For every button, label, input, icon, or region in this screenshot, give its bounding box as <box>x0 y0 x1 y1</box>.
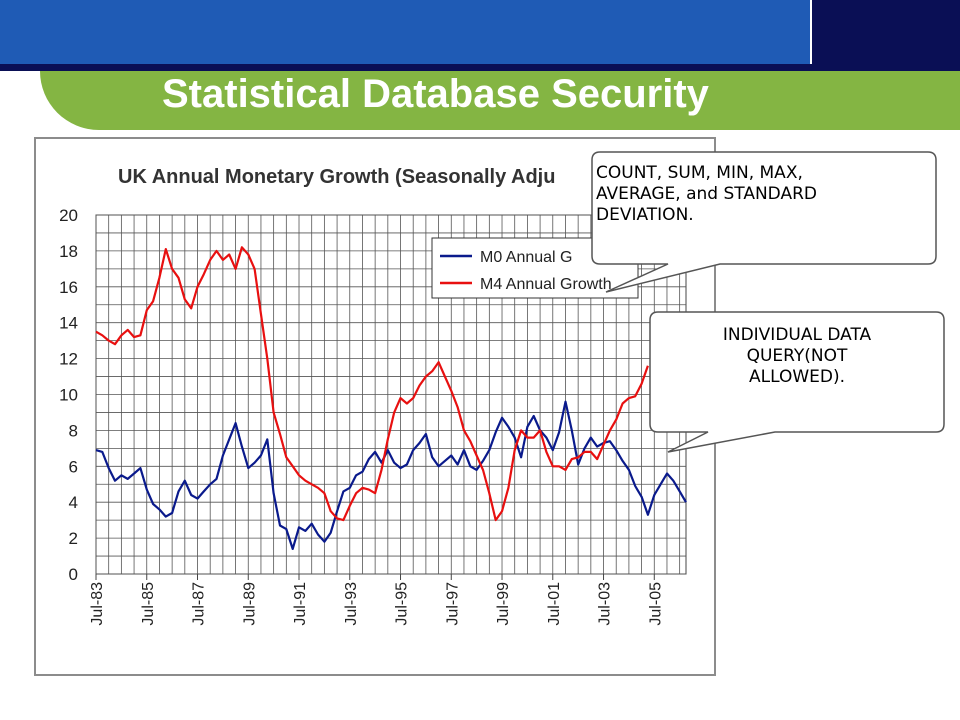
y-tick-label: 18 <box>59 242 78 261</box>
x-tick-label: Jul-99 <box>495 582 512 626</box>
x-tick-label: Jul-93 <box>343 582 360 626</box>
callout-bubble-2 <box>649 311 945 453</box>
callout-line: INDIVIDUAL DATA <box>722 325 872 345</box>
x-tick-label: Jul-03 <box>597 582 614 626</box>
y-tick-label: 12 <box>59 350 78 369</box>
series-line <box>95 400 687 550</box>
callout-line: COUNT, SUM, MIN, MAX, <box>596 163 803 183</box>
y-tick-label: 4 <box>69 493 78 512</box>
legend-label: M0 Annual G <box>480 249 573 266</box>
x-tick-label: Jul-05 <box>647 582 664 626</box>
x-tick-label: Jul-89 <box>241 582 258 626</box>
callout-line: DEVIATION. <box>596 205 694 225</box>
x-tick-label: Jul-87 <box>191 582 208 626</box>
x-tick-label: Jul-97 <box>444 582 461 626</box>
y-tick-label: 10 <box>59 386 78 405</box>
individual-query-callout: INDIVIDUAL DATA QUERY(NOT ALLOWED). <box>662 325 932 388</box>
y-tick-label: 16 <box>59 278 78 297</box>
series-line <box>95 246 649 522</box>
callout-line: ALLOWED). <box>748 367 846 387</box>
legend-label: M4 Annual Growth <box>480 276 612 293</box>
title-band <box>40 71 960 130</box>
chart-axes: 0 2 4 6 8 10 12 14 16 18 20 Jul-83 Jul-85 Jul-87 Jul-8… <box>59 206 664 626</box>
chart-title: UK Annual Monetary Growth (Seasonally Ad… <box>118 166 555 188</box>
y-tick-label: 6 <box>69 457 78 476</box>
page-title: Statistical Database Security <box>162 72 709 116</box>
chart-series <box>95 246 687 550</box>
callout-shapes <box>591 151 945 453</box>
y-tick-label: 20 <box>59 206 78 225</box>
header-divider <box>0 64 960 71</box>
y-tick-label: 2 <box>69 529 78 548</box>
callout-line: AVERAGE, and STANDARD <box>596 184 817 204</box>
callout-line: QUERY(NOT <box>746 346 848 366</box>
y-tick-label: 8 <box>69 421 78 440</box>
x-tick-label: Jul-95 <box>394 582 411 626</box>
y-tick-label: 0 <box>69 565 78 584</box>
header-bar <box>0 0 810 64</box>
x-tick-label: Jul-91 <box>292 582 309 626</box>
header-corner-block <box>812 0 960 64</box>
x-tick-label: Jul-01 <box>546 582 563 626</box>
callout-bubble-1 <box>591 151 937 293</box>
y-tick-label: 14 <box>59 314 78 333</box>
x-tick-label: Jul-83 <box>89 582 106 626</box>
x-tick-label: Jul-85 <box>140 582 157 626</box>
aggregate-functions-callout: COUNT, SUM, MIN, MAX, AVERAGE, and STAND… <box>596 163 926 226</box>
